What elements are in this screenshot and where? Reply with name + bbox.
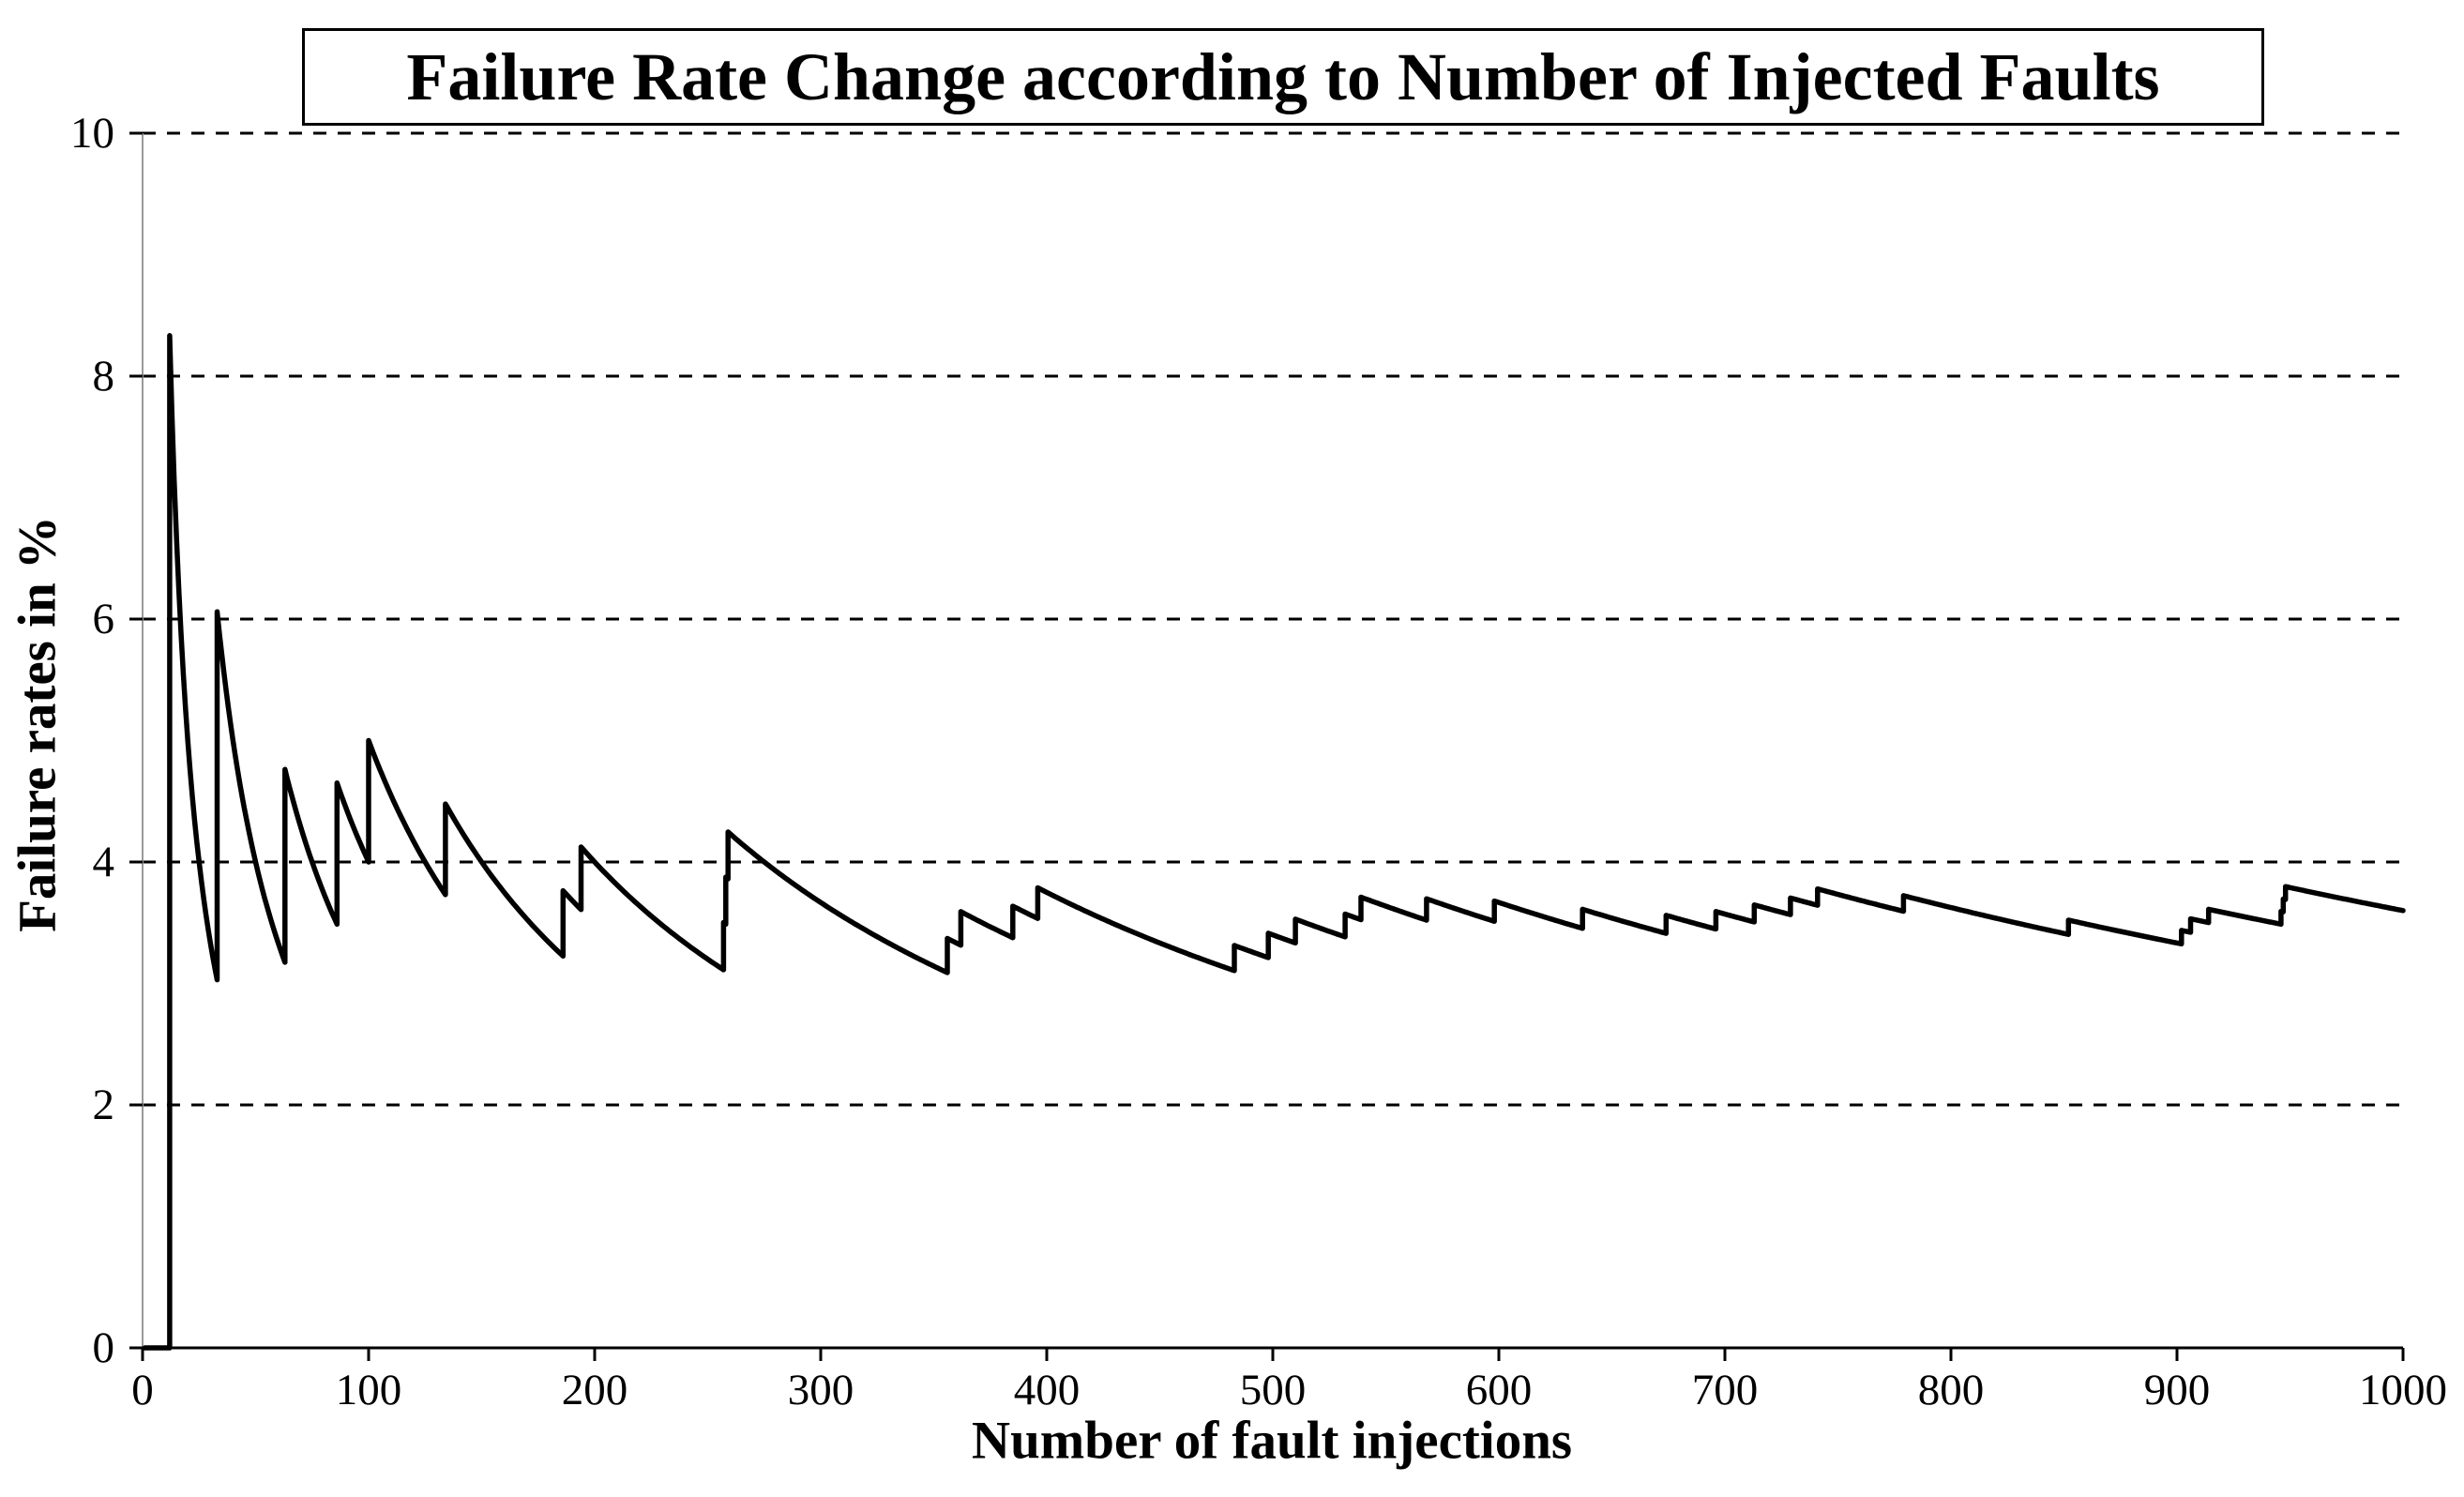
chart-title-box: Failure Rate Change according to Number … xyxy=(302,28,2264,126)
x-tick-label-500: 500 xyxy=(1239,1366,1307,1414)
x-tick-label-300: 300 xyxy=(787,1366,854,1414)
y-axis-title: Failure rates in % xyxy=(8,516,68,932)
x-tick-label-800: 800 xyxy=(1917,1366,1985,1414)
x-tick-label-400: 400 xyxy=(1013,1366,1081,1414)
y-tick-label-0: 0 xyxy=(92,1323,115,1372)
y-tick-label-2: 2 xyxy=(92,1081,115,1129)
y-tick-label-6: 6 xyxy=(92,595,115,643)
x-tick-label-0: 0 xyxy=(131,1366,154,1414)
x-tick-label-900: 900 xyxy=(2143,1366,2211,1414)
failure-rate-series-line xyxy=(142,333,2406,1351)
y-tick-label-10: 10 xyxy=(70,109,114,158)
x-tick-label-700: 700 xyxy=(1691,1366,1759,1414)
x-tick-label-200: 200 xyxy=(561,1366,628,1414)
chart-title: Failure Rate Change according to Number … xyxy=(406,38,2160,114)
x-tick-label-600: 600 xyxy=(1465,1366,1533,1414)
x-tick-label-1000: 1000 xyxy=(2359,1366,2447,1414)
y-tick-label-4: 4 xyxy=(92,838,115,886)
y-tick-label-8: 8 xyxy=(92,352,115,401)
x-tick-label-100: 100 xyxy=(335,1366,402,1414)
x-axis-title: Number of fault injections xyxy=(971,1411,1573,1471)
